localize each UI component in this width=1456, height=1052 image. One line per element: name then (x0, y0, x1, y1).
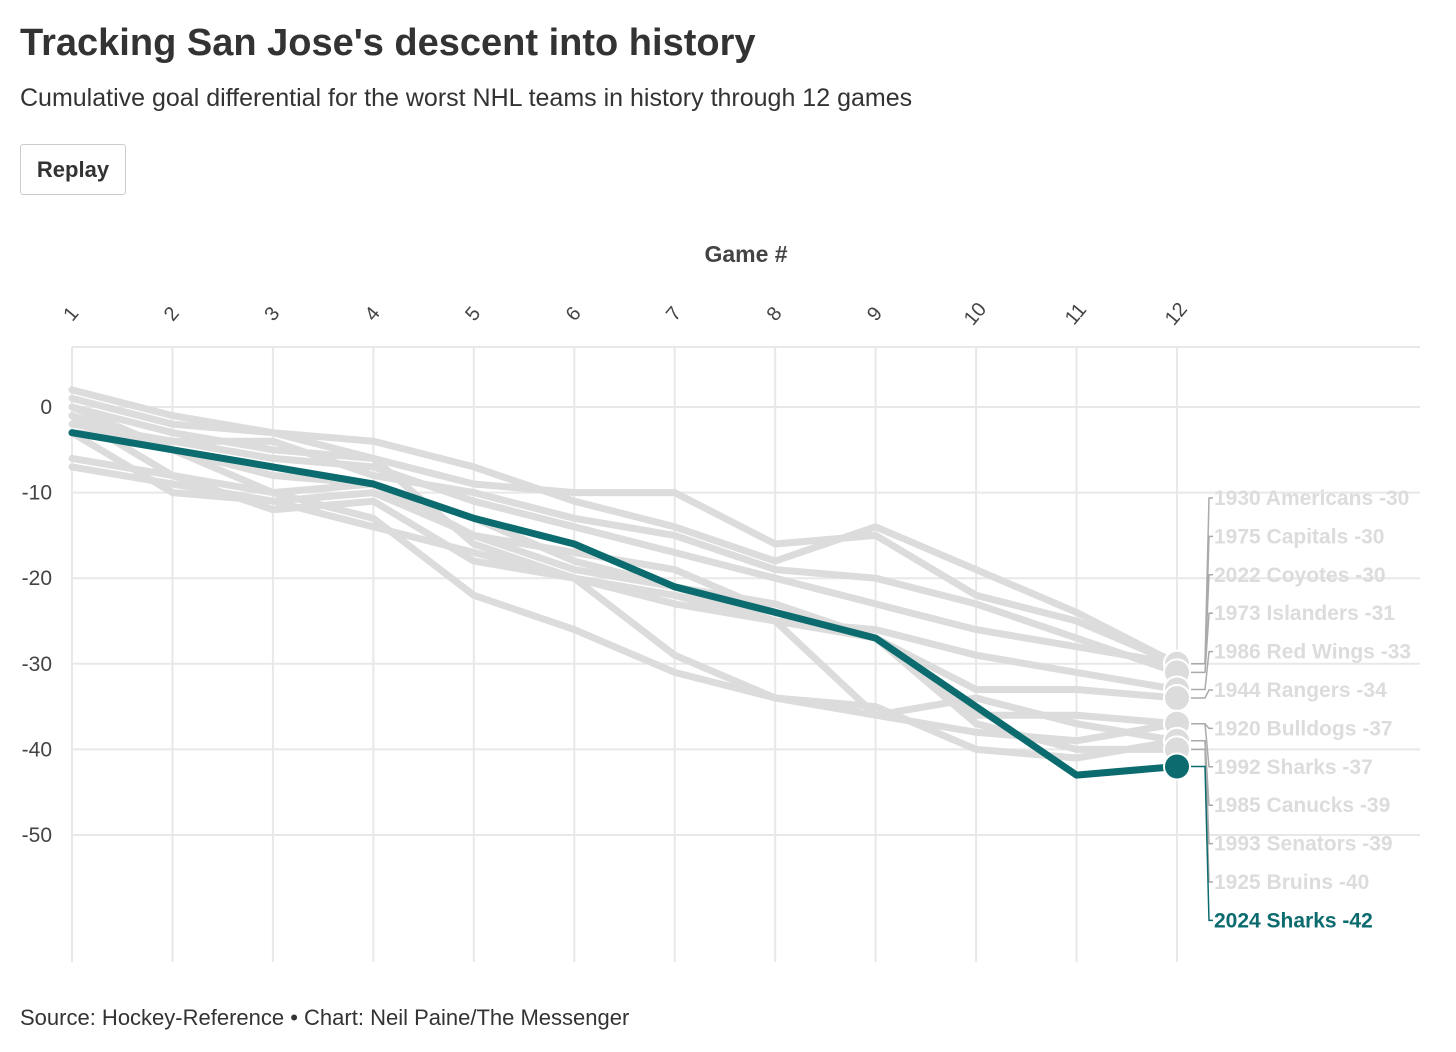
y-tick-label: -30 (22, 653, 52, 676)
label-leader-line (1191, 535, 1213, 665)
label-leader-line (1191, 748, 1213, 883)
label-leader-line (1191, 722, 1213, 768)
series-label: 1975 Capitals -30 (1214, 525, 1384, 548)
series-label: 1944 Rangers -34 (1214, 679, 1387, 702)
x-tick-label: 12 (1161, 299, 1192, 330)
series-label: 1986 Red Wings -33 (1214, 641, 1411, 664)
end-point-dot (1163, 684, 1191, 713)
x-tick-label: 8 (763, 303, 787, 326)
series-label: 1992 Sharks -37 (1214, 756, 1373, 779)
x-tick-label: 6 (562, 303, 586, 326)
series-label: 2022 Coyotes -30 (1214, 564, 1386, 587)
series-line (68, 420, 1181, 668)
source-credit: Source: Hockey-Reference • Chart: Neil P… (20, 1005, 630, 1030)
label-leader-line (1191, 650, 1213, 691)
x-axis-ticks: 1 2 3 4 5 6 7 8 9 10 11 12 (59, 299, 1192, 330)
y-tick-label: -10 (22, 482, 52, 505)
label-leader-line (1191, 689, 1213, 699)
series-label: 1985 Canucks -39 (1214, 794, 1390, 817)
x-tick-label: 1 (59, 303, 83, 326)
label-leader-line (1191, 574, 1213, 665)
chart-subtitle: Cumulative goal differential for the wor… (20, 84, 913, 112)
x-tick-label: 3 (260, 303, 284, 326)
label-leader-line (1191, 765, 1213, 922)
series-label: 1993 Senators -39 (1214, 833, 1393, 856)
y-tick-label: -20 (22, 567, 52, 590)
series-label: 1925 Bruins -40 (1214, 871, 1369, 894)
x-tick-label: 7 (662, 303, 686, 326)
y-tick-label: -50 (22, 824, 52, 847)
end-point-dot (1163, 752, 1191, 781)
series-line (68, 412, 1181, 753)
series-line (68, 403, 1181, 668)
label-leader-line (1191, 497, 1213, 665)
label-leader-line (1191, 740, 1213, 845)
series-line (68, 412, 1181, 762)
x-tick-label: 11 (1061, 299, 1091, 329)
series-line (68, 429, 1181, 745)
y-axis-ticks: 0 -10 -20 -30 -40 -50 (22, 396, 52, 847)
label-leaders (1191, 497, 1213, 922)
series-line (68, 429, 1181, 676)
label-leader-line (1191, 612, 1213, 674)
series-label: 1920 Bulldogs -37 (1214, 717, 1393, 740)
series-line (68, 386, 1181, 745)
y-tick-label: -40 (22, 738, 52, 761)
x-tick-label: 4 (361, 303, 385, 326)
replay-button[interactable]: Replay (20, 144, 126, 195)
series-label: 1973 Islanders -31 (1214, 602, 1395, 625)
x-tick-label: 10 (960, 299, 991, 330)
chart-title: Tracking San Jose's descent into history (20, 22, 756, 64)
x-tick-label: 2 (160, 303, 184, 326)
x-axis-label: Game # (704, 241, 787, 267)
series-labels: 1930 Americans -30 1975 Capitals -30 2022 … (1214, 487, 1411, 932)
series-label: 1930 Americans -30 (1214, 487, 1409, 510)
label-leader-line (1191, 740, 1213, 806)
y-tick-label: 0 (40, 396, 52, 419)
line-chart: Game # 1 2 3 4 5 6 7 8 9 10 11 12 0-10-20-30-40-50 … (22, 241, 1420, 962)
x-tick-label: 5 (461, 303, 485, 326)
series-line (68, 429, 1181, 779)
series-label: 2024 Sharks -42 (1214, 909, 1373, 932)
series-lines (68, 386, 1181, 779)
x-tick-label: 9 (863, 303, 887, 326)
end-points (1163, 649, 1191, 781)
series-line (68, 403, 1181, 702)
